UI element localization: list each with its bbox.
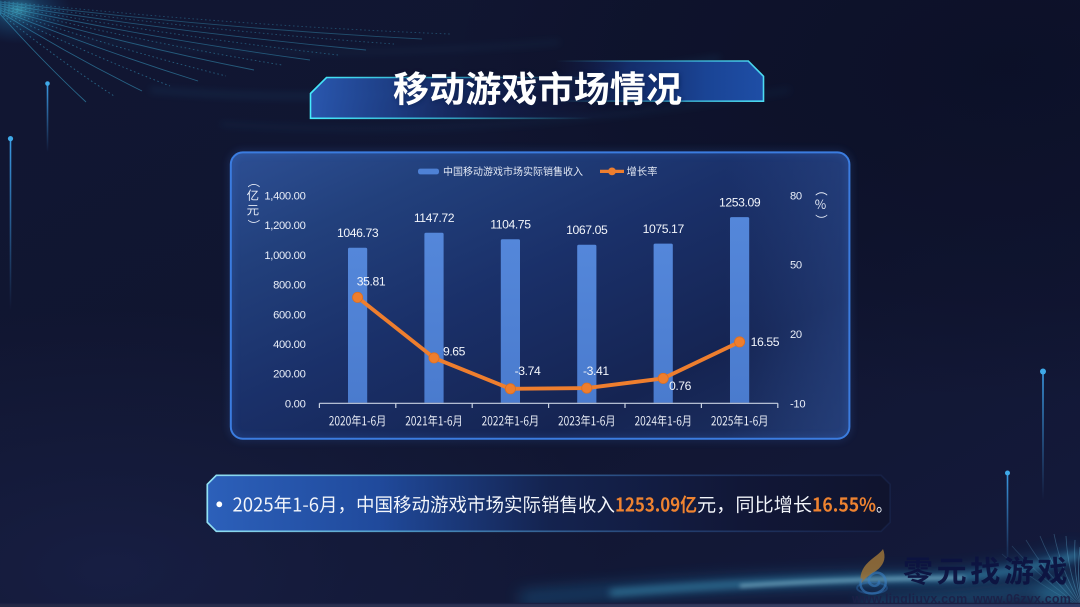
svg-text:www.lingliuyx.com: www.lingliuyx.com xyxy=(851,592,967,606)
svg-text:www.06zyx.com: www.06zyx.com xyxy=(972,592,1071,606)
svg-text:600.00: 600.00 xyxy=(273,309,305,321)
svg-text:400.00: 400.00 xyxy=(273,339,305,351)
svg-text:50: 50 xyxy=(790,260,802,272)
svg-text:80: 80 xyxy=(790,190,802,202)
svg-text:20: 20 xyxy=(790,329,802,341)
svg-text:9.65: 9.65 xyxy=(443,344,466,358)
svg-text:1147.72: 1147.72 xyxy=(414,211,455,225)
svg-text:35.81: 35.81 xyxy=(357,274,386,288)
svg-text:1253.09: 1253.09 xyxy=(719,195,761,209)
svg-text:800.00: 800.00 xyxy=(273,280,305,292)
svg-text:0.00: 0.00 xyxy=(285,398,306,410)
svg-text:1046.73: 1046.73 xyxy=(337,226,379,240)
svg-text:16.55: 16.55 xyxy=(751,335,780,349)
svg-text:-10: -10 xyxy=(790,398,805,410)
svg-text:1067.05: 1067.05 xyxy=(566,223,608,237)
svg-text:200.00: 200.00 xyxy=(273,369,305,381)
svg-text:1,000.00: 1,000.00 xyxy=(264,250,305,262)
svg-text:0.76: 0.76 xyxy=(669,379,692,393)
svg-text:-3.74: -3.74 xyxy=(515,364,541,378)
svg-text:1,200.00: 1,200.00 xyxy=(264,220,305,232)
svg-text:1104.75: 1104.75 xyxy=(490,217,531,231)
svg-text:1,400.00: 1,400.00 xyxy=(264,190,305,202)
svg-text:-3.41: -3.41 xyxy=(583,364,609,378)
svg-text:1075.17: 1075.17 xyxy=(643,222,685,236)
